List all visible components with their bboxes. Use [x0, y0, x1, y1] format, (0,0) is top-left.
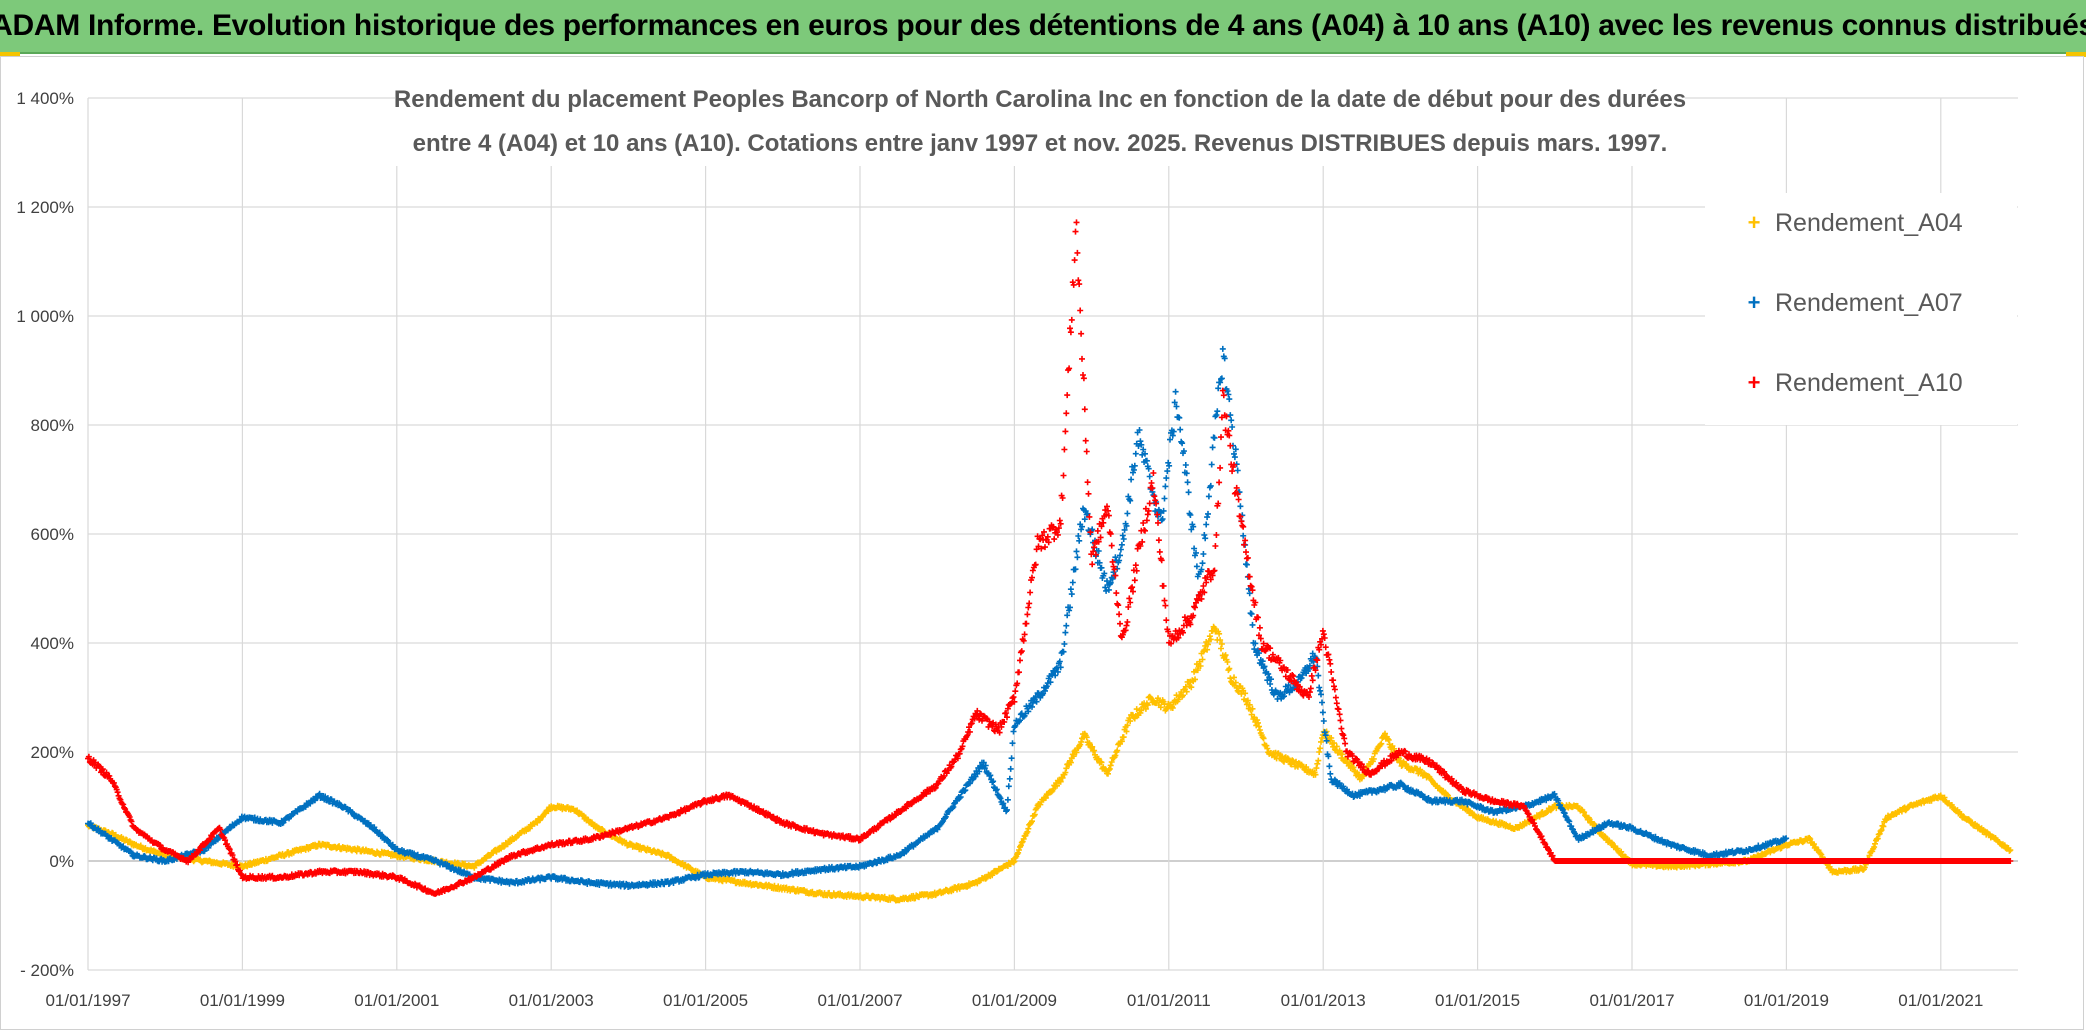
- x-axis-labels: 01/01/1997 01/01/1999 01/01/2001 01/01/2003…: [45, 991, 1983, 1010]
- y-tick-label: 800%: [31, 416, 74, 435]
- x-tick-label: 01/01/1999: [200, 991, 285, 1010]
- x-tick-label: 01/01/2003: [509, 991, 594, 1010]
- x-tick-label: 01/01/2013: [1281, 991, 1366, 1010]
- x-tick-label: 01/01/2015: [1435, 991, 1520, 1010]
- legend-label-a04: Rendement_A04: [1775, 209, 1963, 237]
- legend-label-a10: Rendement_A10: [1775, 369, 1963, 397]
- y-tick-label: 1 000%: [16, 307, 74, 326]
- chart-title-line2: entre 4 (A04) et 10 ans (A10). Cotations…: [413, 130, 1668, 157]
- x-tick-label: 01/01/2005: [663, 991, 748, 1010]
- title-background: [395, 78, 1685, 166]
- x-tick-label: 01/01/1997: [45, 991, 130, 1010]
- y-tick-label: 400%: [31, 634, 74, 653]
- series-rendement-a10: [85, 219, 2014, 897]
- banner-accent-left: [0, 52, 20, 57]
- scatter-points: [85, 219, 2014, 897]
- series-rendement-a07: [85, 345, 1790, 890]
- legend-label-a07: Rendement_A07: [1775, 289, 1963, 317]
- chart-frame: [0, 56, 2084, 1030]
- chart-title-line1: Rendement du placement Peoples Bancorp o…: [394, 86, 1686, 113]
- y-tick-label: 600%: [31, 525, 74, 544]
- y-axis-labels: - 200% 0% 200% 400% 600% 800% 1 000% 1 200% 1 40…: [16, 89, 74, 980]
- y-tick-label: 1 400%: [16, 89, 74, 108]
- report-banner: ADAM Informe. Evolution historique des p…: [0, 0, 2086, 54]
- y-tick-label: 200%: [31, 743, 74, 762]
- legend: + Rendement_A04 + Rendement_A07 + Rendem…: [1705, 193, 2017, 425]
- legend-marker-a07: +: [1748, 290, 1761, 315]
- y-tick-label: 0%: [49, 852, 74, 871]
- x-tick-label: 01/01/2019: [1744, 991, 1829, 1010]
- x-tick-label: 01/01/2009: [972, 991, 1057, 1010]
- data-points: [85, 219, 2014, 904]
- x-tick-label: 01/01/2001: [354, 991, 439, 1010]
- x-tick-label: 01/01/2007: [817, 991, 902, 1010]
- legend-marker-a04: +: [1748, 210, 1761, 235]
- x-tick-label: 01/01/2011: [1127, 991, 1211, 1010]
- scatter-points: [85, 345, 1790, 890]
- x-tick-label: 01/01/2021: [1898, 991, 1983, 1010]
- y-tick-label: - 200%: [20, 961, 74, 980]
- legend-background: [1705, 193, 2017, 425]
- banner-title: ADAM Informe. Evolution historique des p…: [0, 9, 2086, 42]
- x-tick-label: 01/01/2017: [1589, 991, 1674, 1010]
- banner-accent-right: [2066, 52, 2086, 57]
- y-tick-label: 1 200%: [16, 198, 74, 217]
- legend-marker-a10: +: [1748, 370, 1761, 395]
